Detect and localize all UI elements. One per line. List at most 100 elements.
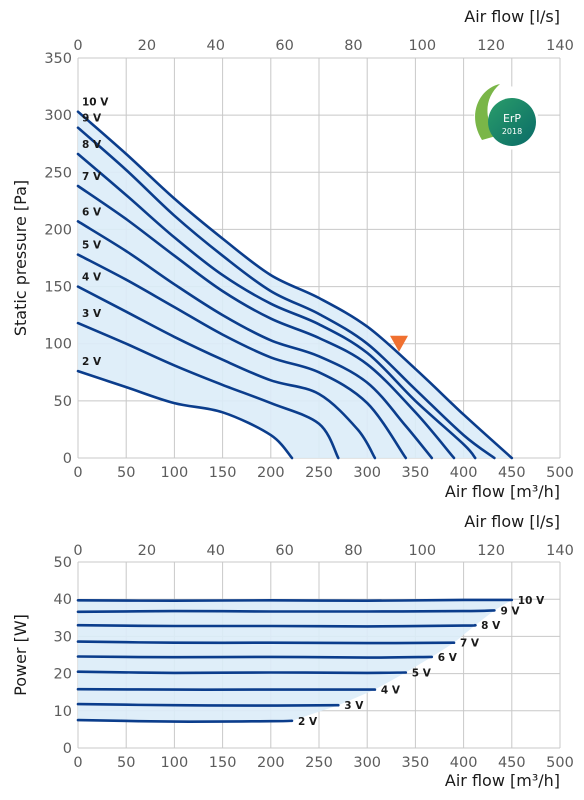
top-x-axis-label: Air flow [l/s] (464, 7, 560, 26)
curve-2v (76, 718, 294, 723)
operating-area-fill (78, 111, 512, 458)
y-tick-label: 30 (54, 629, 72, 645)
bottom-x-tick-label: 400 (450, 755, 478, 771)
curve-5v (76, 253, 408, 460)
series-label: 8 V (82, 139, 102, 151)
curve-8v (76, 623, 477, 628)
bottom-x-tick-label: 150 (209, 465, 237, 481)
series-label: 6 V (438, 652, 458, 664)
top-x-tick-label: 0 (73, 543, 82, 559)
series-label: 2 V (298, 716, 318, 728)
series-label: 3 V (344, 700, 364, 712)
curve-2v (76, 369, 294, 460)
curve-10v (76, 598, 514, 603)
top-x-tick-label: 140 (546, 38, 574, 54)
top-x-tick-label: 40 (206, 543, 224, 559)
y-tick-label: 150 (44, 280, 72, 296)
series-label: 7 V (460, 638, 480, 650)
series-label: 6 V (82, 206, 102, 218)
top-x-tick-label: 120 (477, 543, 505, 559)
top-x-tick-label: 40 (206, 38, 224, 54)
top-x-tick-label: 60 (275, 38, 293, 54)
bottom-x-tick-label: 200 (257, 465, 285, 481)
series-label: 10 V (518, 595, 545, 607)
static-pressure-chart: 0 20 40 60 80 100 120 140 0 50 100 150 200 250 300 350 4… (11, 7, 574, 501)
top-x-tick-label: 80 (344, 543, 362, 559)
series-label: 9 V (500, 605, 520, 617)
bottom-x-tick-label: 100 (161, 465, 189, 481)
y-tick-label: 40 (54, 592, 72, 608)
series-label: 5 V (412, 667, 432, 679)
y-tick-label: 0 (63, 741, 72, 757)
top-x-tick-label: 20 (138, 543, 156, 559)
badge-circle (488, 98, 536, 146)
top-x-tick-label: 100 (408, 38, 436, 54)
y-tick-label: 0 (63, 451, 72, 467)
y-tick-label: 50 (54, 555, 72, 571)
bottom-x-tick-label: 150 (209, 755, 237, 771)
series-label: 4 V (381, 685, 401, 697)
bottom-x-tick-label: 500 (546, 755, 574, 771)
top-x-tick-label: 80 (344, 38, 362, 54)
curve-10v (76, 110, 514, 460)
top-x-tick-label: 20 (138, 38, 156, 54)
bottom-x-axis-label: Air flow [m³/h] (445, 482, 560, 501)
y-tick-label: 10 (54, 704, 72, 720)
top-x-tick-label: 100 (408, 543, 436, 559)
bottom-x-tick-label: 50 (117, 465, 135, 481)
bottom-x-tick-label: 300 (353, 465, 381, 481)
series-label: 8 V (481, 620, 501, 632)
bottom-x-tick-label: 250 (305, 755, 333, 771)
bottom-x-tick-label: 400 (450, 465, 478, 481)
bottom-x-tick-label: 300 (353, 755, 381, 771)
top-x-tick-label: 0 (73, 38, 82, 54)
top-x-tick-label: 140 (546, 543, 574, 559)
curve-7v (76, 640, 456, 645)
series-label: 4 V (82, 272, 102, 284)
series-label: 3 V (82, 308, 102, 320)
curve-5v (76, 670, 408, 675)
bottom-x-tick-label: 350 (402, 755, 430, 771)
series-label: 5 V (82, 240, 102, 252)
bottom-x-tick-label: 250 (305, 465, 333, 481)
leaf-icon (475, 84, 500, 140)
bottom-x-tick-label: 500 (546, 465, 574, 481)
y-tick-label: 50 (54, 394, 72, 410)
series-label: 7 V (82, 171, 102, 183)
curve-9v (76, 126, 496, 460)
curve-3v (76, 702, 340, 707)
y-tick-label: 20 (54, 667, 72, 683)
curve-3v (76, 321, 340, 460)
series-label: 10 V (82, 97, 109, 109)
bottom-x-tick-label: 200 (257, 755, 285, 771)
top-x-tick-label: 120 (477, 38, 505, 54)
bottom-x-tick-label: 0 (73, 755, 82, 771)
bottom-x-tick-label: 350 (402, 465, 430, 481)
series-label: 2 V (82, 356, 102, 368)
curve-6v (76, 220, 434, 460)
curve-7v (76, 184, 456, 460)
bottom-x-tick-label: 50 (117, 755, 135, 771)
series-label: 9 V (82, 113, 102, 125)
curve-4v (76, 285, 377, 460)
bottom-x-tick-label: 450 (498, 755, 526, 771)
y-tick-label: 350 (44, 51, 72, 67)
y-tick-label: 300 (44, 108, 72, 124)
y-axis-label: Power [W] (11, 614, 30, 696)
badge-text-year: 2018 (502, 127, 522, 136)
y-axis-label: Static pressure [Pa] (11, 180, 30, 336)
top-x-axis-label: Air flow [l/s] (464, 512, 560, 531)
bottom-x-tick-label: 450 (498, 465, 526, 481)
bottom-x-tick-label: 100 (161, 755, 189, 771)
operating-point-marker (390, 335, 409, 352)
top-x-tick-label: 60 (275, 543, 293, 559)
y-tick-label: 250 (44, 165, 72, 181)
curve-6v (76, 655, 434, 659)
erp-2018-badge: ErP 2018 (474, 84, 538, 150)
bottom-x-tick-label: 0 (73, 465, 82, 481)
curve-8v (76, 152, 477, 460)
bottom-x-axis-label: Air flow [m³/h] (445, 771, 560, 790)
curve-9v (76, 609, 496, 614)
